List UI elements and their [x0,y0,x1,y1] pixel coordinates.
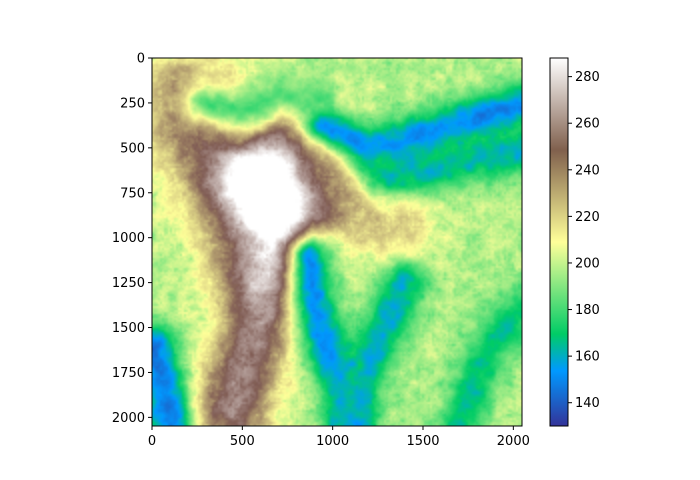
colorbar-tick-label: 240 [575,163,600,178]
colorbar-tick-label: 180 [575,303,600,318]
y-tick-label: 750 [120,186,145,201]
y-tick-label: 1500 [112,321,145,336]
y-tick-label: 250 [120,96,145,111]
x-axis: 0 500 1000 1500 2000 [148,426,530,449]
x-tick-label: 0 [148,434,156,449]
y-axis: 0 250 500 750 1000 1250 1500 1750 2000 [112,52,152,426]
heatmap-image [152,58,522,426]
colorbar [549,57,569,427]
y-tick-label: 1000 [112,231,145,246]
colorbar-tick-label: 140 [575,396,600,411]
x-tick-label: 2000 [497,434,530,449]
colorbar-axis: 140 160 180 200 220 240 260 280 [568,70,600,411]
x-tick-label: 1000 [316,434,349,449]
colorbar-tick-label: 260 [575,117,600,132]
x-tick-label: 500 [230,434,255,449]
y-tick-label: 0 [137,52,145,67]
y-tick-label: 1750 [112,366,145,381]
y-tick-label: 500 [120,141,145,156]
x-tick-label: 1500 [406,434,439,449]
y-tick-label: 2000 [112,411,145,426]
colorbar-tick-label: 280 [575,70,600,85]
colorbar-tick-label: 200 [575,256,600,271]
colorbar-tick-label: 160 [575,350,600,365]
plot-frame [151,57,523,427]
y-tick-label: 1250 [112,276,145,291]
colorbar-tick-label: 220 [575,210,600,225]
